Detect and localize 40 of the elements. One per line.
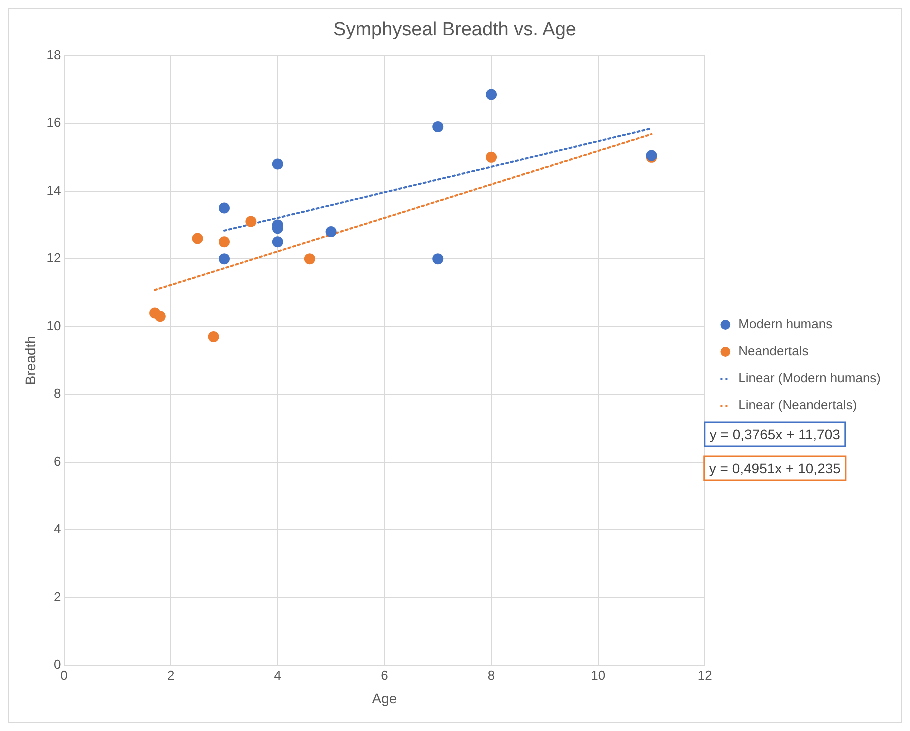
- point: [218, 254, 230, 265]
- y-tick-label: 2: [54, 589, 62, 604]
- text: y = 0,4951x + 10,235: [709, 460, 842, 476]
- x-tick-label: 8: [488, 668, 496, 683]
- x-tick-label: 10: [591, 668, 606, 683]
- y-tick-label: 18: [46, 47, 62, 62]
- point: [432, 121, 444, 132]
- legend-label: Linear (Neandertals): [738, 398, 858, 413]
- point: [486, 152, 498, 163]
- x-tick-label: 6: [381, 668, 388, 683]
- point: [432, 254, 444, 265]
- point: [272, 158, 284, 170]
- point: [218, 202, 230, 214]
- point: [246, 216, 257, 228]
- x-tick-label: 4: [274, 668, 282, 683]
- point: [272, 236, 284, 248]
- legend-label: Neandertals: [738, 344, 810, 359]
- y-tick-label: 8: [54, 386, 62, 402]
- point: [192, 233, 204, 244]
- legend-label: Modern humans: [738, 316, 834, 332]
- point: [304, 254, 316, 265]
- legend-label: Linear (Modern humans): [738, 370, 882, 386]
- point: [486, 89, 498, 100]
- x-tick-label: 2: [167, 668, 175, 683]
- y-axis-title: Breadth: [22, 336, 38, 386]
- x-tick-label: 12: [698, 668, 712, 683]
- y-tick-label: 16: [46, 115, 62, 130]
- y-tick-label: 4: [54, 522, 62, 537]
- y-tick-label: 6: [54, 454, 62, 469]
- y-tick-label: 14: [46, 182, 62, 198]
- point: [208, 331, 220, 342]
- chart-title: Symphyseal Breadth vs. Age: [334, 20, 576, 41]
- point: [326, 226, 337, 238]
- point: [154, 311, 166, 322]
- y-tick-label: 0: [54, 657, 62, 672]
- x-axis-title: Age: [372, 690, 398, 706]
- y-tick-label: 12: [46, 250, 62, 266]
- y-tick-label: 10: [46, 318, 62, 334]
- text: y = 0,3765x + 11,703: [710, 426, 841, 442]
- point: [218, 236, 230, 248]
